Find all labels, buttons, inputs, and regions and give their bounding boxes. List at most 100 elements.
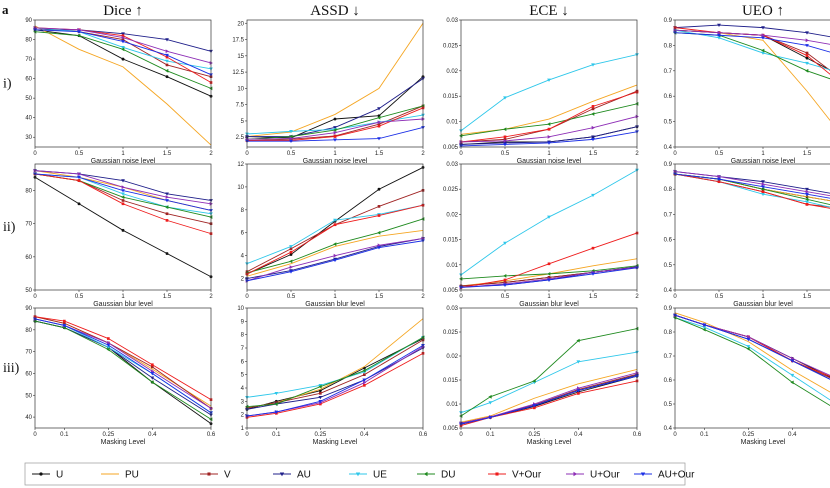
plot-frame — [460, 163, 638, 291]
data-point — [289, 130, 293, 134]
data-point — [121, 179, 125, 183]
data-point — [150, 372, 155, 376]
y-tick-label: 8 — [241, 208, 245, 214]
series-du — [459, 101, 639, 138]
x-axis-label: Masking Level — [101, 439, 146, 446]
series-u-plus-our — [673, 313, 830, 376]
series-ue — [33, 172, 213, 216]
y-tick-label: 60 — [25, 77, 32, 83]
data-point — [717, 177, 721, 182]
data-point — [165, 49, 169, 54]
data-point — [121, 189, 125, 193]
data-point — [121, 40, 125, 44]
series-ue — [673, 316, 830, 401]
data-point — [717, 30, 721, 35]
x-axis-label: Gaussian noise level — [303, 158, 368, 165]
x-tick-label: 0.6 — [207, 432, 216, 438]
data-point — [275, 401, 278, 404]
x-tick-label: 0.25 — [742, 432, 754, 438]
y-tick-label: 0.025 — [443, 187, 459, 193]
data-point — [121, 47, 125, 52]
y-tick-label: 20 — [237, 21, 244, 27]
y-tick-label: 0.5 — [664, 263, 673, 269]
y-tick-label: 0.015 — [443, 94, 459, 100]
data-point — [547, 127, 551, 131]
data-point — [805, 202, 809, 206]
data-point — [333, 130, 337, 135]
y-tick-label: 0.9 — [664, 18, 673, 24]
data-point — [77, 33, 81, 38]
series-line — [246, 347, 424, 410]
series-line — [460, 90, 638, 143]
y-tick-label: 70 — [25, 57, 32, 63]
data-point — [591, 125, 595, 130]
legend-label: DU — [441, 470, 455, 481]
series-line — [34, 320, 212, 425]
y-tick-label: 30 — [25, 135, 32, 141]
legend-marker — [39, 472, 43, 476]
data-point — [805, 200, 809, 204]
panel-dice-3: 40 50 60 70 80 90 0 0.1 0.25 0.4 0.6 Masking Level — [25, 306, 216, 446]
x-tick-label: 0 — [33, 432, 37, 438]
data-point — [576, 389, 581, 393]
data-point — [717, 36, 721, 40]
series-line — [34, 25, 212, 146]
series-line — [460, 169, 638, 276]
data-point — [547, 215, 551, 219]
series-v-plus-our — [33, 26, 213, 84]
x-tick-label: 0.5 — [715, 151, 724, 157]
y-tick-label: 90 — [25, 306, 32, 312]
data-point — [121, 228, 125, 232]
data-point — [805, 44, 809, 48]
column-title-ece: ECE ↓ — [529, 3, 569, 19]
y-tick-label: 17.5 — [232, 38, 244, 44]
x-tick-label: 0.1 — [486, 432, 495, 438]
y-tick-label: 0.025 — [443, 43, 459, 49]
data-point — [761, 187, 765, 192]
data-point — [106, 347, 110, 352]
x-tick-label: 0 — [245, 151, 249, 157]
y-tick-label: 0.03 — [446, 306, 458, 312]
legend-marker — [279, 472, 285, 477]
series-au — [33, 319, 213, 417]
data-point — [165, 195, 169, 200]
series-line — [246, 218, 424, 274]
data-point — [333, 117, 337, 121]
data-point — [791, 356, 795, 361]
x-tick-label: 2 — [209, 151, 213, 157]
x-tick-label: 0 — [673, 151, 677, 157]
x-tick-label: 1 — [333, 151, 337, 157]
panel-assd-1: 2.5 5 7.5 10 12.5 15 17.5 20 0 0.5 1 1.5 2 Gaussian n… — [232, 19, 425, 165]
x-tick-label: 0.6 — [633, 432, 642, 438]
x-axis-label: Gaussian noise level — [731, 158, 796, 165]
panel-dice-1: 30 40 50 60 70 80 90 0 0.5 1 1.5 2 Gaussian noise le… — [25, 18, 213, 165]
data-point — [488, 416, 493, 420]
plot-frame — [246, 163, 424, 291]
data-point — [63, 321, 66, 325]
x-tick-label: 0.5 — [75, 294, 84, 300]
series-pu — [34, 316, 212, 407]
x-tick-label: 0 — [459, 294, 463, 300]
x-tick-label: 1.5 — [375, 151, 384, 157]
y-tick-label: 0.015 — [443, 378, 459, 384]
data-point — [362, 368, 366, 373]
x-tick-label: 1 — [761, 294, 765, 300]
data-point — [289, 253, 293, 256]
data-point — [289, 247, 293, 251]
legend-marker — [207, 472, 211, 476]
y-tick-label: 0.4 — [664, 288, 673, 294]
data-point — [363, 384, 366, 387]
y-tick-label: 0.6 — [664, 94, 673, 100]
data-point — [333, 126, 337, 130]
x-axis-label: Gaussian blur level — [733, 301, 793, 308]
legend-item-ue: UE — [349, 470, 387, 481]
y-tick-label: 6 — [241, 359, 245, 365]
y-tick-label: 6 — [241, 231, 245, 237]
data-point — [746, 346, 750, 351]
series-ue — [459, 53, 639, 133]
y-tick-label: 3 — [241, 399, 245, 405]
y-tick-label: 0.5 — [664, 402, 673, 408]
series-au-plus-our — [459, 374, 639, 427]
row-label: ii) — [3, 220, 16, 235]
